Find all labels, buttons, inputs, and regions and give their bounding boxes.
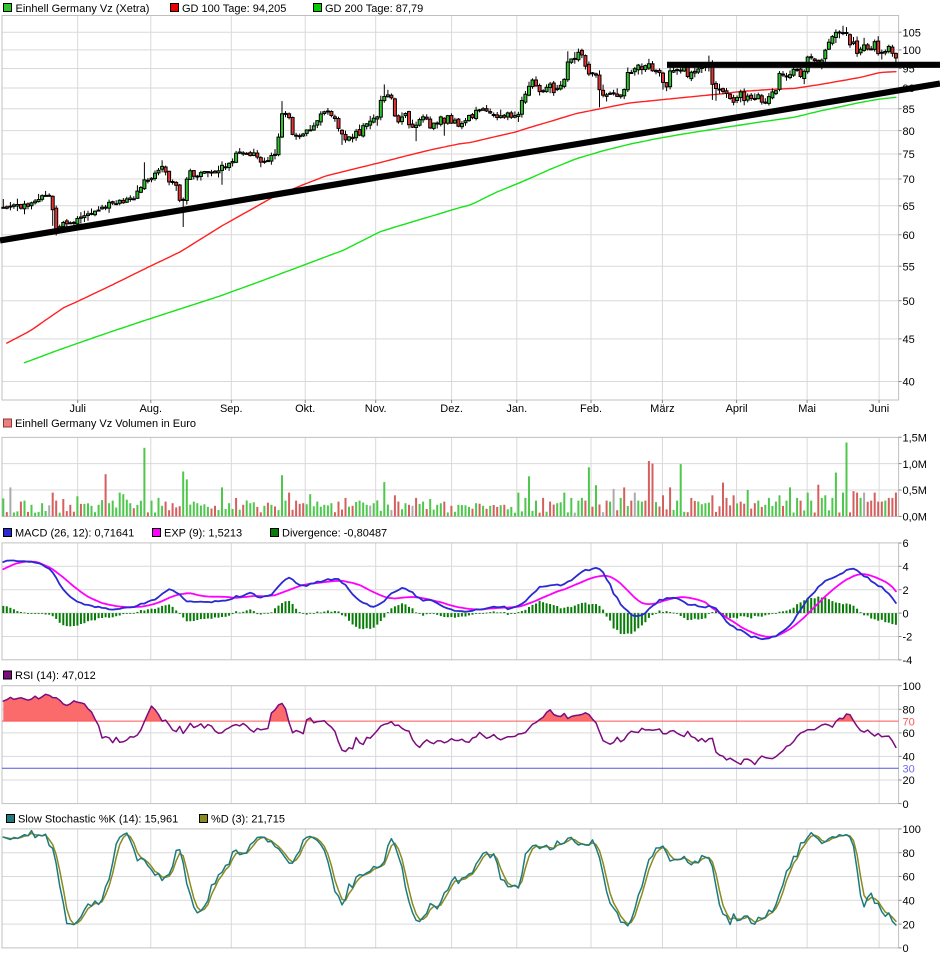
svg-text:März: März bbox=[650, 403, 674, 415]
svg-text:55: 55 bbox=[903, 261, 915, 273]
svg-text:60: 60 bbox=[903, 728, 915, 740]
svg-text:70: 70 bbox=[903, 716, 915, 728]
svg-text:100: 100 bbox=[903, 681, 921, 693]
svg-text:Jan.: Jan. bbox=[506, 403, 527, 415]
svg-text:100: 100 bbox=[903, 45, 921, 57]
svg-text:1,0M: 1,0M bbox=[903, 459, 927, 471]
svg-text:0: 0 bbox=[903, 943, 909, 955]
svg-text:April: April bbox=[726, 403, 748, 415]
svg-text:-2: -2 bbox=[903, 632, 913, 644]
svg-text:Juli: Juli bbox=[69, 403, 86, 415]
svg-text:80: 80 bbox=[903, 848, 915, 860]
svg-text:40: 40 bbox=[903, 896, 915, 908]
svg-text:GD 100 Tage: 94,205: GD 100 Tage: 94,205 bbox=[182, 3, 286, 15]
svg-text:Nov.: Nov. bbox=[365, 403, 387, 415]
svg-text:80: 80 bbox=[903, 705, 915, 717]
svg-text:-4: -4 bbox=[903, 655, 913, 667]
svg-text:65: 65 bbox=[903, 201, 915, 213]
svg-text:20: 20 bbox=[903, 775, 915, 787]
svg-text:Einhell Germany Vz (Xetra): Einhell Germany Vz (Xetra) bbox=[16, 3, 150, 15]
svg-text:80: 80 bbox=[903, 126, 915, 138]
svg-text:0: 0 bbox=[903, 799, 909, 811]
svg-text:Aug.: Aug. bbox=[139, 403, 162, 415]
svg-text:Feb.: Feb. bbox=[580, 403, 602, 415]
svg-text:Okt.: Okt. bbox=[295, 403, 315, 415]
svg-text:0,5M: 0,5M bbox=[903, 485, 927, 497]
svg-text:85: 85 bbox=[903, 104, 915, 116]
svg-text:%D (3): 21,715: %D (3): 21,715 bbox=[211, 814, 285, 826]
svg-text:Sep.: Sep. bbox=[220, 403, 243, 415]
svg-text:Einhell Germany Vz Volumen in: Einhell Germany Vz Volumen in Euro bbox=[15, 418, 196, 430]
svg-text:Divergence: -0,80487: Divergence: -0,80487 bbox=[282, 528, 387, 540]
svg-text:MACD (26, 12): 0,71641: MACD (26, 12): 0,71641 bbox=[15, 528, 134, 540]
svg-text:50: 50 bbox=[903, 296, 915, 308]
svg-text:EXP (9): 1,5213: EXP (9): 1,5213 bbox=[164, 528, 242, 540]
svg-text:40: 40 bbox=[903, 752, 915, 764]
svg-text:Dez.: Dez. bbox=[440, 403, 463, 415]
svg-text:RSI (14): 47,012: RSI (14): 47,012 bbox=[15, 670, 96, 682]
svg-text:GD 200 Tage: 87,79: GD 200 Tage: 87,79 bbox=[325, 3, 423, 15]
svg-text:Mai: Mai bbox=[798, 403, 816, 415]
svg-text:100: 100 bbox=[903, 824, 921, 836]
svg-text:70: 70 bbox=[903, 174, 915, 186]
svg-text:0,0M: 0,0M bbox=[903, 512, 927, 524]
svg-text:4: 4 bbox=[903, 562, 909, 574]
svg-text:0: 0 bbox=[903, 608, 909, 620]
svg-text:20: 20 bbox=[903, 919, 915, 931]
svg-text:6: 6 bbox=[903, 538, 909, 550]
svg-text:60: 60 bbox=[903, 230, 915, 242]
svg-text:Slow Stochastic %K (14): 15,96: Slow Stochastic %K (14): 15,961 bbox=[18, 814, 178, 826]
svg-text:60: 60 bbox=[903, 872, 915, 884]
svg-text:75: 75 bbox=[903, 149, 915, 161]
svg-text:30: 30 bbox=[903, 763, 915, 775]
svg-text:1,5M: 1,5M bbox=[903, 432, 927, 444]
svg-text:45: 45 bbox=[903, 334, 915, 346]
svg-text:2: 2 bbox=[903, 585, 909, 597]
svg-text:Juni: Juni bbox=[869, 403, 889, 415]
svg-text:40: 40 bbox=[903, 377, 915, 389]
svg-text:105: 105 bbox=[903, 27, 921, 39]
